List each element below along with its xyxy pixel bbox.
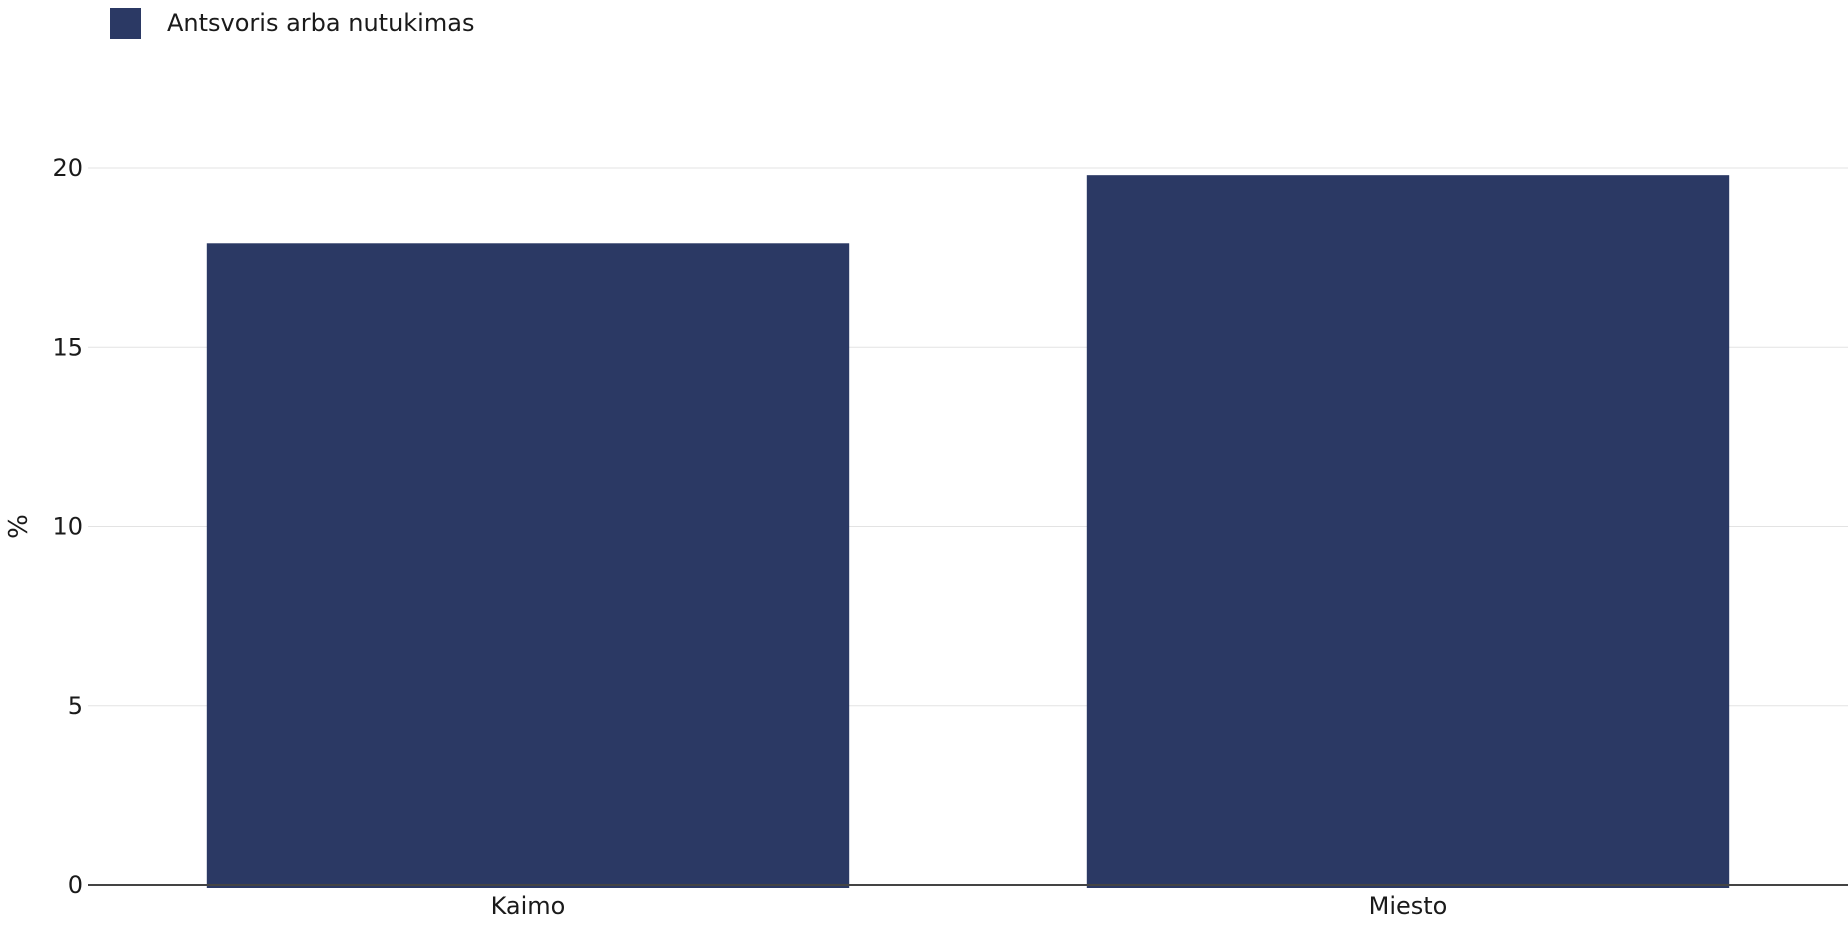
y-tick-label: 15 [52, 333, 83, 361]
x-axis-ticks: Kaimo Miesto [491, 892, 1448, 920]
legend: Antsvoris arba nutukimas [110, 7, 474, 39]
bars [206, 175, 1730, 889]
bar-miesto [1086, 175, 1730, 889]
y-axis-ticks: 0 5 10 15 20 [52, 154, 83, 899]
y-tick-label: 10 [52, 513, 83, 541]
y-tick-label: 5 [68, 692, 83, 720]
x-tick-label: Kaimo [491, 892, 566, 920]
bar-kaimo [206, 243, 850, 888]
legend-swatch [110, 7, 141, 39]
y-tick-label: 0 [68, 871, 83, 899]
y-tick-label: 20 [52, 154, 83, 182]
x-tick-label: Miesto [1369, 892, 1448, 920]
legend-label: Antsvoris arba nutukimas [167, 9, 475, 37]
y-axis-title: % [4, 514, 34, 539]
